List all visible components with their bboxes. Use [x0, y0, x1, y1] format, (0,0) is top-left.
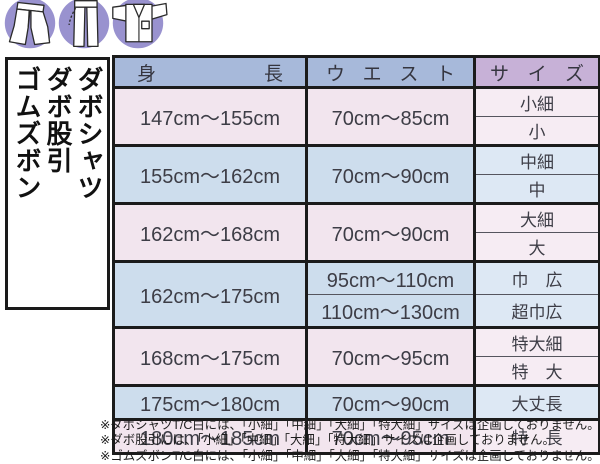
- size-cell: 大細: [473, 202, 600, 233]
- height-cell: 168cm～175cm: [112, 326, 308, 387]
- shirt-icon: [110, 0, 168, 52]
- height-cell: 162cm～168cm: [112, 202, 308, 263]
- size-cell: 特大細: [473, 326, 600, 357]
- waist-cell: 70cm～90cm: [305, 384, 476, 421]
- table-row: 180cm～185cm 70cm～95cm 特 長: [112, 418, 600, 455]
- table-row: 大: [114, 232, 600, 263]
- table-header-row: 身長 ウエスト サイズ: [112, 55, 600, 89]
- table-row: 特 大: [114, 356, 600, 387]
- slim-pants-icon: [56, 0, 112, 52]
- header-height: 身長: [112, 55, 308, 89]
- product-name-gomu-zubon: ゴムズボン: [12, 66, 42, 201]
- table-row: 中: [114, 174, 600, 205]
- table-row: 175cm～180cm 70cm～90cm 大丈長: [112, 384, 600, 421]
- waist-cell: 70cm～95cm: [305, 326, 476, 387]
- height-cell: 175cm～180cm: [112, 384, 308, 421]
- table-row: 110cm～130cm 超巾広: [114, 294, 600, 329]
- table-row: 162cm～175cm 95cm～110cm 巾 広: [112, 260, 600, 329]
- size-cell: 中細: [473, 144, 600, 175]
- product-name-dabo-shirt: ダボシャツ: [74, 66, 104, 201]
- product-name-dabo-momohiki: ダボ股引: [43, 66, 73, 174]
- footnote: ※ダボシャツT/C白には、「小細」「中細」「大細」「特大細」サイズは企画しており…: [100, 418, 600, 432]
- waist-cell: 70cm～95cm: [305, 418, 476, 455]
- height-cell: 147cm～155cm: [112, 86, 308, 147]
- size-cell: 小: [473, 116, 600, 147]
- header-waist: ウエスト: [305, 55, 476, 89]
- size-cell: 小細: [473, 86, 600, 117]
- height-cell: 162cm～175cm: [112, 260, 308, 329]
- footnote: ※ダボ股引には、「小細」「中細」「大細」「特大細」サイズは企画しておりません。: [100, 433, 555, 448]
- table-row: 147cm～155cm 70cm～85cm 小細: [112, 86, 600, 147]
- product-names-label: ダボシャツ ダボ股引 ゴムズボン: [5, 57, 110, 310]
- size-cell: 超巾広: [473, 294, 600, 329]
- size-cell: 大: [473, 232, 600, 263]
- waist-cell: 70cm～90cm: [305, 202, 476, 263]
- height-cell: 180cm～185cm: [112, 418, 308, 455]
- table-row: 155cm～162cm 70cm～90cm 中細: [112, 144, 600, 205]
- height-cell: 155cm～162cm: [112, 144, 308, 205]
- size-table: 身長 ウエスト サイズ 147cm～155cm 70cm～85cm 小細 小 1…: [112, 55, 600, 455]
- size-cell: 特 長: [473, 418, 600, 455]
- waist-cell: 95cm～110cm: [305, 260, 476, 295]
- wide-pants-icon: [2, 0, 58, 52]
- footnotes: ※ダボシャツT/C白には、「小細」「中細」「大細」「特大細」サイズは企画しており…: [100, 418, 600, 464]
- table-row: 162cm～168cm 70cm～90cm 大細: [112, 202, 600, 263]
- waist-cell: 70cm～85cm: [305, 86, 476, 147]
- waist-cell: 70cm～90cm: [305, 144, 476, 205]
- size-cell: 特 大: [473, 356, 600, 387]
- size-cell: 中: [473, 174, 600, 205]
- table-row: 小: [114, 116, 600, 147]
- header-size: サイズ: [473, 55, 600, 89]
- table-row: 168cm～175cm 70cm～95cm 特大細: [112, 326, 600, 387]
- waist-cell: 110cm～130cm: [305, 294, 476, 329]
- size-cell: 大丈長: [473, 384, 600, 421]
- size-cell: 巾 広: [473, 260, 600, 295]
- footnote: ※ゴムズボンT/C白には、「小細」「中細」「大細」「特大細」サイズは企画しており…: [100, 448, 600, 463]
